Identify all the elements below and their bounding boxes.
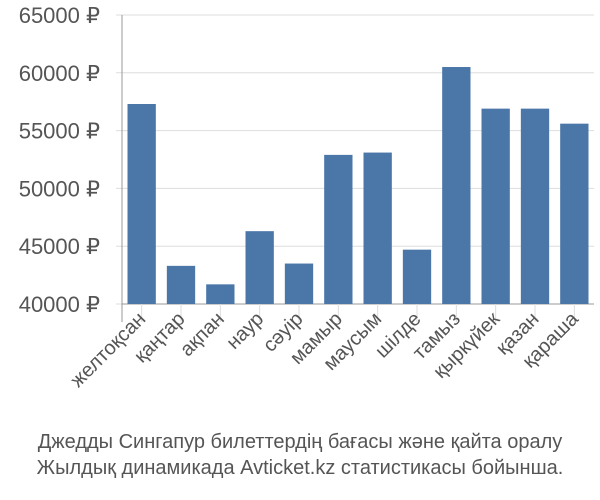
- y-tick-label: 40000 ₽: [19, 292, 100, 317]
- bar: [127, 104, 156, 305]
- y-tick-label: 55000 ₽: [19, 119, 100, 144]
- bars: [127, 67, 589, 305]
- bar: [324, 154, 353, 304]
- caption-line-2: Жылдық динамикада Avticket.kz статистика…: [36, 457, 564, 479]
- bar: [206, 284, 235, 304]
- bar: [560, 123, 589, 304]
- y-tick-label: 60000 ₽: [19, 61, 100, 86]
- bar: [402, 249, 432, 304]
- bar: [245, 231, 274, 304]
- y-axis-ticks: 40000 ₽ 45000 ₽ 50000 ₽ 55000 ₽ 60000 ₽ 65000…: [19, 3, 100, 317]
- y-tick-label: 50000 ₽: [19, 176, 100, 201]
- bar: [363, 152, 392, 304]
- bar: [166, 265, 196, 304]
- bar: [481, 108, 510, 304]
- bar: [442, 67, 471, 305]
- axes: [121, 15, 594, 322]
- y-tick-label: 65000 ₽: [19, 3, 100, 28]
- x-tick-label: наур: [222, 308, 268, 354]
- x-tick-label: ақпан: [176, 308, 229, 361]
- caption-line-1: Джедды Сингапур билеттердің бағасы және …: [37, 431, 563, 453]
- bar: [520, 108, 550, 304]
- y-tick-label: 45000 ₽: [19, 234, 100, 259]
- bar: [284, 263, 314, 304]
- bar-chart: 40000 ₽ 45000 ₽ 50000 ₽ 55000 ₽ 60000 ₽ 65000…: [19, 3, 594, 392]
- x-axis-labels: желтоқсанқаңтарақпаннаурсәуірмамырмаусым…: [66, 307, 583, 391]
